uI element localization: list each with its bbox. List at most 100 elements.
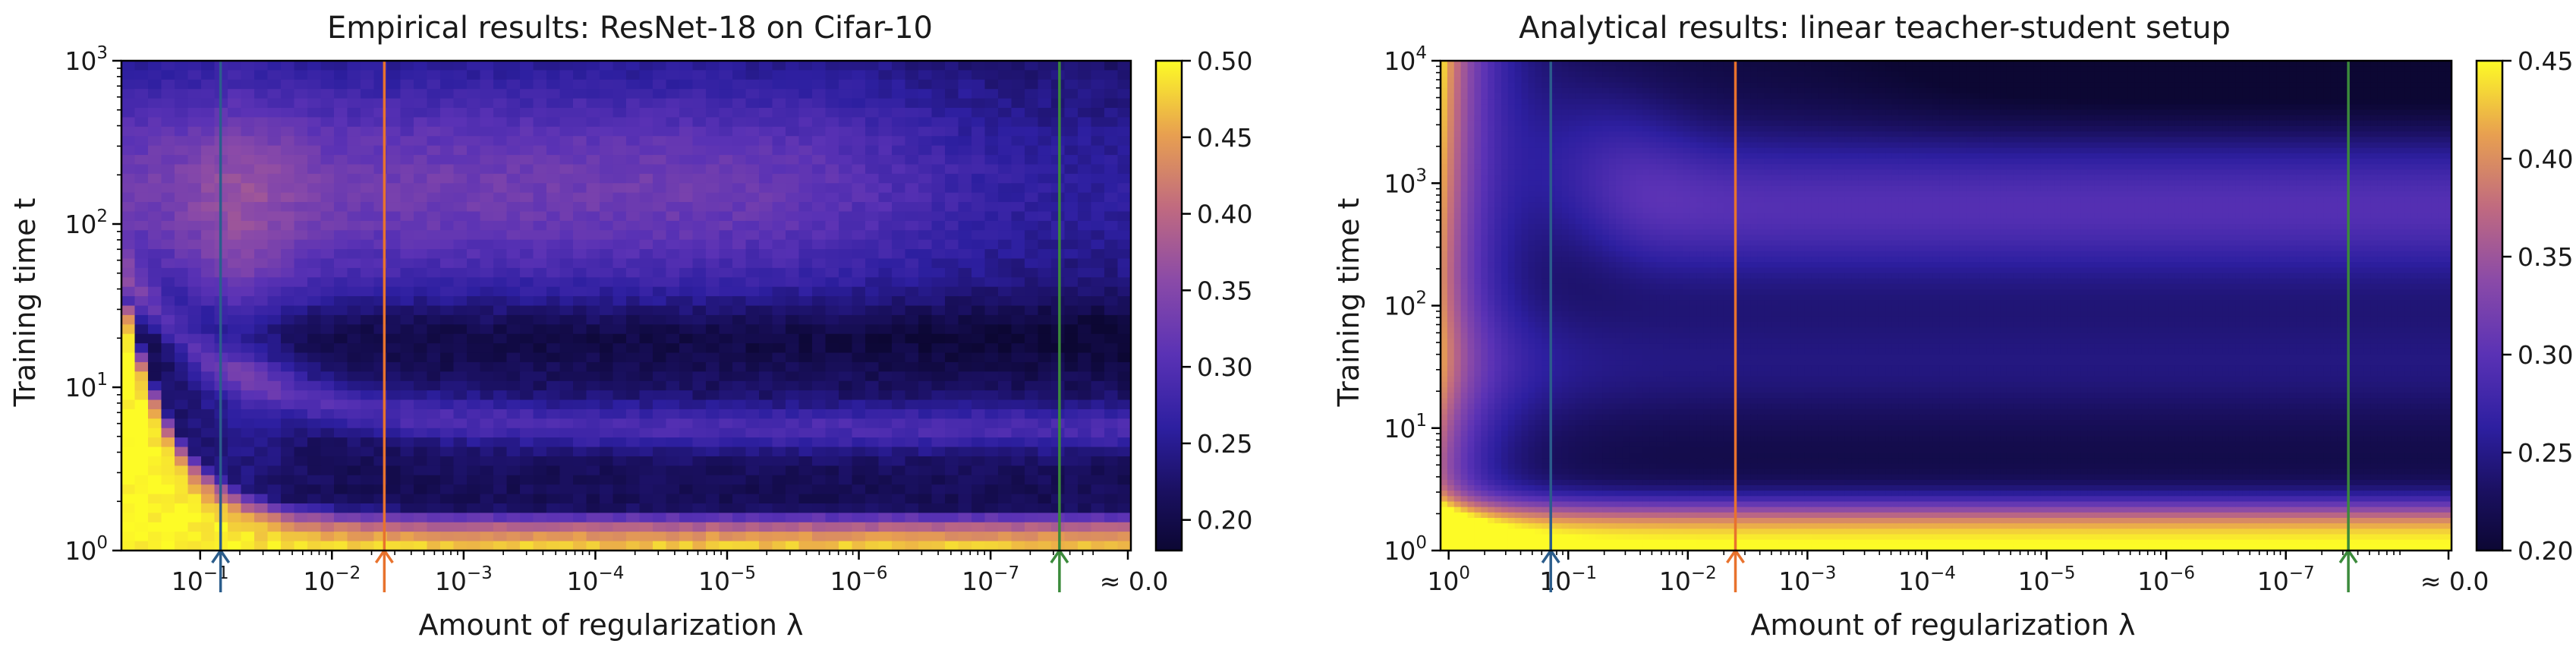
heatmap-cell: [732, 484, 747, 495]
heatmap-cell: [241, 70, 255, 80]
heatmap-cells: [121, 61, 1132, 551]
heatmap-cell: [241, 267, 255, 278]
heatmap-cell: [2256, 77, 2263, 84]
heatmap-cell: [307, 314, 322, 325]
heatmap-cell: [1507, 87, 1516, 94]
heatmap-cell: [865, 155, 880, 166]
heatmap-cell: [573, 333, 587, 344]
heatmap-cell: [1494, 82, 1502, 89]
heatmap-cell: [533, 399, 547, 410]
heatmap-cell: [347, 79, 361, 90]
heatmap-cell: [1091, 183, 1105, 194]
heatmap-cell: [1926, 77, 1933, 84]
heatmap-cell: [440, 220, 455, 231]
heatmap-cell: [759, 465, 773, 476]
heatmap-cell: [2155, 77, 2162, 84]
heatmap-cell: [679, 409, 694, 419]
heatmap-cell: [812, 230, 827, 241]
heatmap-cell: [706, 361, 720, 372]
heatmap-cell: [361, 409, 375, 419]
heatmap-cell: [639, 249, 653, 260]
heatmap-cell: [493, 239, 508, 250]
heatmap-cell: [772, 220, 786, 231]
heatmap-cell: [825, 211, 839, 222]
heatmap-cell: [1568, 71, 1576, 78]
heatmap-cell: [520, 418, 534, 429]
heatmap-cell: [852, 390, 866, 401]
heatmap-cell: [1051, 446, 1066, 457]
heatmap-cell: [1622, 61, 1630, 67]
heatmap-cell: [453, 286, 468, 297]
heatmap-cell: [2337, 87, 2345, 94]
heatmap-cell: [1804, 61, 1812, 67]
heatmap-cell: [1494, 71, 1502, 78]
heatmap-cell: [2202, 87, 2209, 94]
heatmap-cell: [334, 465, 348, 476]
heatmap-cell: [361, 446, 375, 457]
heatmap-cell: [1078, 258, 1092, 269]
heatmap-cell: [467, 352, 481, 363]
heatmap-cell: [666, 380, 680, 391]
heatmap-cell: [334, 475, 348, 485]
heatmap-cell: [852, 258, 866, 269]
heatmap-cell: [972, 61, 986, 71]
heatmap-cell: [639, 173, 653, 184]
heatmap-cell: [600, 522, 614, 532]
heatmap-cell: [387, 522, 402, 532]
heatmap-cell: [639, 494, 653, 504]
heatmap-cell: [865, 183, 880, 194]
heatmap-cell: [320, 220, 335, 231]
heatmap-cell: [1038, 239, 1052, 250]
heatmap-cell: [586, 126, 600, 137]
heatmap-cell: [2424, 82, 2432, 89]
heatmap-cell: [972, 155, 986, 166]
heatmap-cell: [533, 409, 547, 419]
heatmap-cell: [719, 296, 733, 307]
heatmap-cell: [480, 503, 494, 513]
heatmap-cell: [945, 494, 959, 504]
heatmap-cell: [1064, 390, 1079, 401]
heatmap-cell: [520, 428, 534, 438]
heatmap-cell: [453, 220, 468, 231]
heatmap-cell: [1025, 249, 1039, 260]
heatmap-cell: [307, 117, 322, 128]
heatmap-cell: [1025, 70, 1039, 80]
heatmap-cell: [984, 361, 999, 372]
heatmap-cell: [241, 541, 255, 551]
heatmap-cell: [2249, 71, 2257, 78]
heatmap-cell: [2256, 82, 2263, 89]
heatmap-cell: [639, 296, 653, 307]
heatmap-cell: [1011, 305, 1025, 316]
heatmap-cell: [892, 305, 906, 316]
heatmap-cell: [573, 503, 587, 513]
heatmap-cell: [334, 249, 348, 260]
heatmap-cell: [905, 183, 919, 194]
heatmap-cell: [387, 409, 402, 419]
heatmap-cell: [320, 108, 335, 118]
heatmap-cell: [440, 286, 455, 297]
heatmap-cell: [533, 258, 547, 269]
heatmap-cell: [626, 202, 641, 213]
heatmap-cell: [2108, 77, 2115, 84]
heatmap-cell: [241, 314, 255, 325]
heatmap-cell: [573, 390, 587, 401]
heatmap-cell: [1064, 522, 1079, 532]
heatmap-cell: [467, 503, 481, 513]
heatmap-cell: [679, 399, 694, 410]
heatmap-cell: [812, 305, 827, 316]
heatmap-cell: [307, 155, 322, 166]
heatmap-cell: [1690, 61, 1698, 67]
heatmap-cell: [945, 183, 959, 194]
heatmap-cell: [427, 409, 441, 419]
heatmap-cell: [972, 352, 986, 363]
heatmap-cell: [639, 305, 653, 316]
heatmap-cell: [1535, 77, 1542, 84]
heatmap-cell: [878, 324, 893, 335]
heatmap-cell: [1561, 66, 1570, 72]
heatmap-cell: [2115, 77, 2122, 84]
heatmap-cell: [865, 258, 880, 269]
heatmap-cell: [347, 183, 361, 194]
heatmap-cell: [400, 183, 414, 194]
heatmap-cell: [2013, 66, 2021, 72]
heatmap-cell: [1051, 380, 1066, 391]
